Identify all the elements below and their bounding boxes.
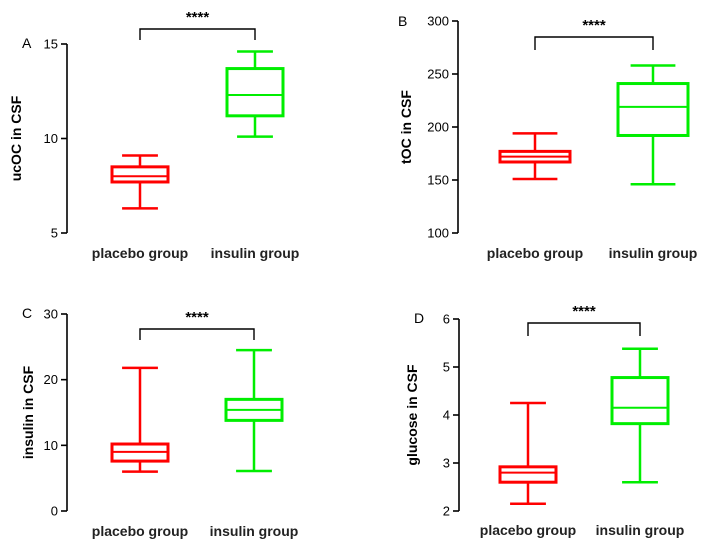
x-category-label: insulin group <box>210 523 299 539</box>
x-category-label: insulin group <box>211 245 300 261</box>
y-axis-label: glucose in CSF <box>404 364 420 466</box>
box-insulin <box>225 50 285 138</box>
box-insulin <box>224 348 284 473</box>
y-tick-label: 5 <box>51 226 58 241</box>
significance-bracket <box>534 36 654 50</box>
significance-bracket <box>139 328 255 340</box>
y-tick-label: 200 <box>427 120 449 135</box>
y-tick-label: 15 <box>44 37 58 52</box>
y-tick-label: 100 <box>427 226 449 241</box>
y-tick-label: 20 <box>44 372 58 387</box>
y-tick-label: 150 <box>427 173 449 188</box>
panel-d: D 2 3 4 5 6 glucose in CSF placebo group insulin… <box>404 303 684 538</box>
box-placebo <box>110 366 170 473</box>
significance-label: **** <box>186 9 210 26</box>
y-tick-label: 10 <box>44 131 58 146</box>
panel-c: C 0 10 20 30 insulin in CSF placebo group insul… <box>20 305 298 539</box>
x-category-label: insulin group <box>609 245 698 261</box>
y-tick-label: 5 <box>443 360 450 375</box>
y-tick-label: 300 <box>427 14 449 29</box>
y-tick-label: 6 <box>443 312 450 327</box>
y-tick-label: 250 <box>427 67 449 82</box>
significance-label: **** <box>572 303 596 320</box>
iqr-box <box>225 67 285 118</box>
x-category-label: placebo group <box>92 245 188 261</box>
box-placebo <box>110 154 170 210</box>
y-tick-label: 3 <box>443 456 450 471</box>
panel-label: C <box>22 305 32 321</box>
y-tick-label: 0 <box>51 504 58 519</box>
box-insulin <box>610 347 670 484</box>
y-axis-label: ucOC in CSF <box>8 95 24 181</box>
iqr-box <box>498 465 558 484</box>
box-insulin <box>616 64 690 186</box>
y-tick-label: 4 <box>443 408 450 423</box>
box-placebo <box>498 401 558 506</box>
x-category-label: placebo group <box>92 523 188 539</box>
significance-bracket <box>139 28 256 40</box>
panel-label: A <box>22 35 32 51</box>
x-category-label: placebo group <box>480 522 576 538</box>
x-category-label: insulin group <box>596 522 685 538</box>
iqr-box <box>616 82 690 137</box>
significance-bracket <box>527 322 641 336</box>
iqr-box <box>110 165 170 184</box>
significance-label: **** <box>185 309 209 326</box>
panel-label: B <box>398 13 407 29</box>
panel-label: D <box>414 310 424 326</box>
x-category-label: placebo group <box>487 245 583 261</box>
y-tick-label: 2 <box>443 504 450 519</box>
panel-a: A 5 10 15 ucOC in CSF placebo group insulin gr… <box>8 9 299 261</box>
box-placebo <box>498 132 572 181</box>
y-axis-label: insulin in CSF <box>20 365 36 459</box>
y-tick-label: 30 <box>44 307 58 322</box>
y-tick-label: 10 <box>44 438 58 453</box>
panel-b: B 100 150 200 250 300 tOC in CSF placebo group i… <box>398 13 697 261</box>
iqr-box <box>610 376 670 426</box>
y-axis-label: tOC in CSF <box>398 90 414 164</box>
significance-label: **** <box>582 17 606 34</box>
